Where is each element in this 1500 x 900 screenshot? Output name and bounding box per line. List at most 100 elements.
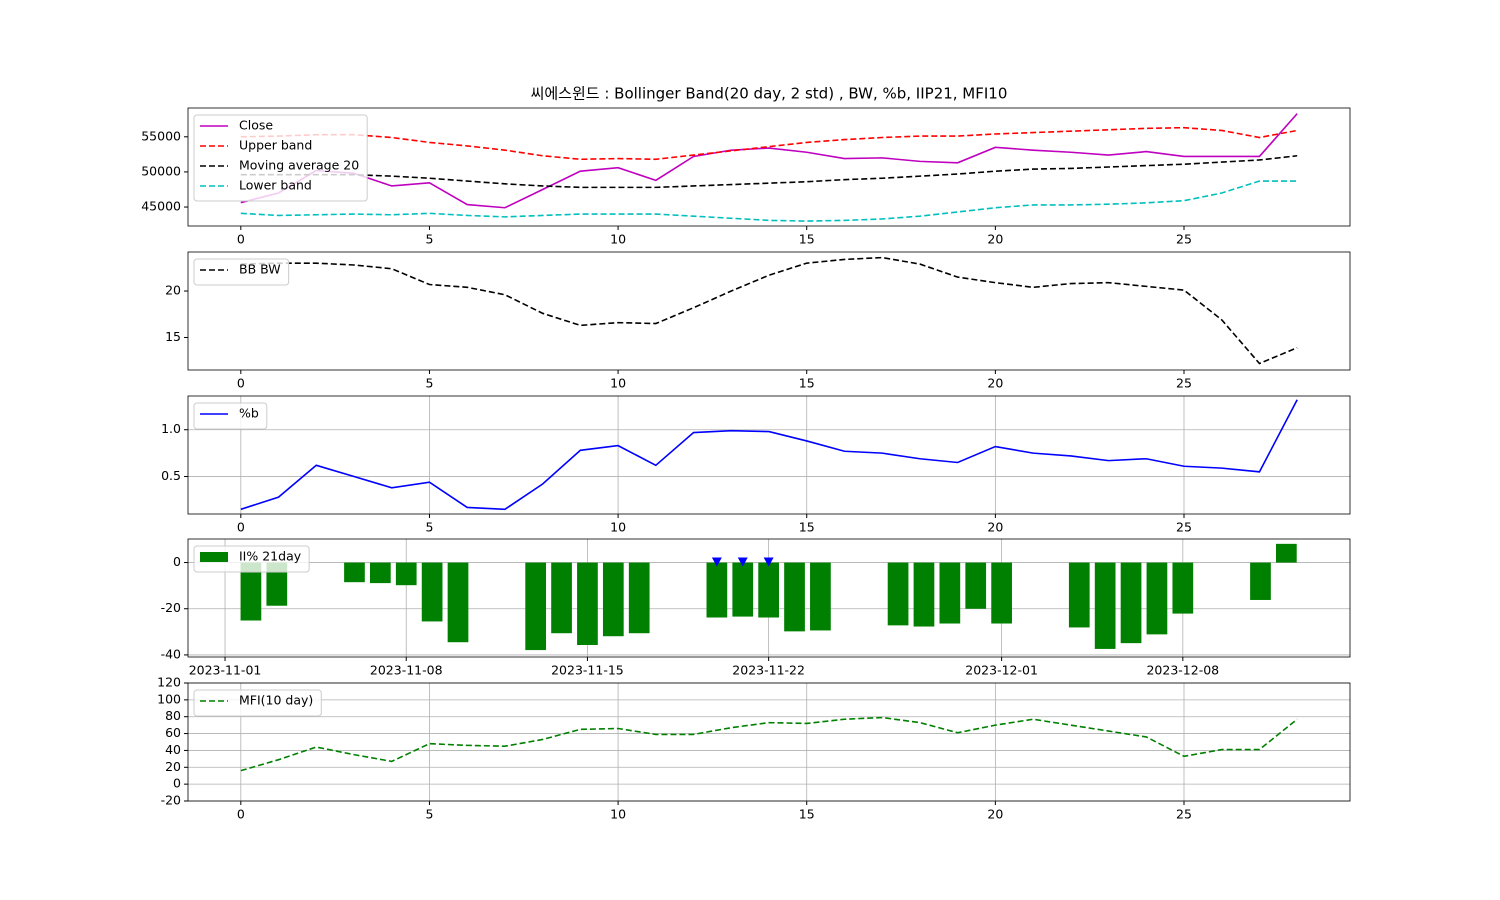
axes-frame xyxy=(187,682,1351,802)
plot-area xyxy=(240,113,1298,222)
bar xyxy=(965,562,987,609)
x-tick-label: 2023-11-08 xyxy=(370,663,443,678)
x-tick-label: 10 xyxy=(610,807,626,822)
bar xyxy=(395,562,417,586)
line xyxy=(240,180,1298,222)
legend: BB BW xyxy=(193,258,290,286)
legend-label: %b xyxy=(239,406,259,421)
bar xyxy=(784,562,805,632)
x-tick-label: 0 xyxy=(237,520,245,535)
x-tick-label: 15 xyxy=(799,807,815,822)
bar xyxy=(628,562,650,634)
axes-frame xyxy=(187,395,1351,515)
legend-box xyxy=(193,689,322,717)
bar xyxy=(939,562,961,624)
bar xyxy=(991,562,1012,624)
y-tick-label: 20 xyxy=(165,283,181,298)
x-tick-label: 10 xyxy=(610,376,626,391)
marker xyxy=(737,557,748,567)
y-tick-label: 55000 xyxy=(141,128,181,143)
x-tick-label: 10 xyxy=(610,232,626,247)
bar xyxy=(1120,562,1142,644)
legend-label: Close xyxy=(239,118,273,133)
legend-label: Upper band xyxy=(239,138,312,153)
bar xyxy=(706,562,728,618)
bar xyxy=(1172,562,1194,614)
x-tick-label: 5 xyxy=(425,232,433,247)
x-tick-label: 0 xyxy=(237,232,245,247)
chart-title: 씨에스윈드 : Bollinger Band(20 day, 2 std) , … xyxy=(531,85,1008,103)
x-tick-label: 25 xyxy=(1176,807,1192,822)
legend-box xyxy=(193,258,290,286)
bar xyxy=(447,562,469,643)
bar xyxy=(1094,562,1116,649)
x-tick-label: 20 xyxy=(987,232,1003,247)
legend: Close Upper band Moving average 20 Lower ba… xyxy=(193,114,368,202)
bar xyxy=(369,562,391,584)
marker xyxy=(763,557,774,567)
bar xyxy=(602,562,624,637)
legend-label: II% 21day xyxy=(239,549,302,564)
y-tick-label: 40 xyxy=(165,742,181,757)
x-tick-label: 2023-11-01 xyxy=(189,663,262,678)
bar xyxy=(732,562,754,617)
panel: 0 5 10 15 20 25 45000 50000 55000 Close Upper band… xyxy=(141,107,1351,247)
legend-label: MFI(10 day) xyxy=(239,693,313,708)
line xyxy=(240,113,1298,209)
bar xyxy=(1250,562,1271,600)
y-tick-label: -40 xyxy=(161,646,181,661)
y-tick-label: 20 xyxy=(165,759,181,774)
x-tick-label: 15 xyxy=(799,232,815,247)
legend-swatch xyxy=(200,552,228,562)
y-tick-label: -20 xyxy=(161,793,181,808)
plot-area xyxy=(240,716,1298,772)
axes-frame xyxy=(187,251,1351,371)
plot-area xyxy=(240,543,1297,651)
y-tick-label: 0 xyxy=(173,776,181,791)
plot-area xyxy=(240,399,1298,511)
y-tick-label: 45000 xyxy=(141,199,181,214)
y-tick-label: 80 xyxy=(165,708,181,723)
y-tick-label: 0 xyxy=(173,554,181,569)
x-tick-label: 15 xyxy=(799,520,815,535)
bar xyxy=(421,562,443,622)
y-tick-label: 0.5 xyxy=(161,468,181,483)
panel: 0 5 10 15 20 25 15 20 BB BW xyxy=(165,251,1351,391)
bar xyxy=(1276,543,1297,563)
legend: %b xyxy=(193,402,268,430)
x-tick-label: 2023-11-22 xyxy=(732,663,805,678)
legend-box xyxy=(193,114,368,202)
x-tick-label: 0 xyxy=(237,376,245,391)
x-tick-label: 20 xyxy=(987,376,1003,391)
bar xyxy=(913,562,935,627)
y-tick-label: -20 xyxy=(161,600,181,615)
bar xyxy=(525,562,547,651)
y-tick-label: 60 xyxy=(165,725,181,740)
y-tick-label: 50000 xyxy=(141,163,181,178)
y-tick-label: 100 xyxy=(157,691,181,706)
line xyxy=(240,716,1298,772)
x-tick-label: 0 xyxy=(237,807,245,822)
y-tick-label: 120 xyxy=(157,675,181,690)
x-tick-label: 2023-12-08 xyxy=(1146,663,1219,678)
bar xyxy=(551,562,572,634)
bar xyxy=(1068,562,1090,628)
bar xyxy=(810,562,831,631)
line xyxy=(240,399,1298,511)
legend-label: Moving average 20 xyxy=(239,158,359,173)
axes-frame xyxy=(187,538,1351,658)
bar xyxy=(758,562,779,618)
legend: II% 21day xyxy=(193,545,310,573)
legend-box xyxy=(193,402,268,430)
x-tick-label: 20 xyxy=(987,807,1003,822)
line xyxy=(240,126,1298,161)
bar xyxy=(577,562,598,645)
x-tick-label: 25 xyxy=(1176,232,1192,247)
x-tick-label: 25 xyxy=(1176,376,1192,391)
bar xyxy=(344,562,365,583)
bar xyxy=(887,562,909,626)
panel: 0 5 10 15 20 25 0.5 1.0 %b xyxy=(161,395,1351,535)
x-tick-label: 10 xyxy=(610,520,626,535)
x-tick-label: 25 xyxy=(1176,520,1192,535)
